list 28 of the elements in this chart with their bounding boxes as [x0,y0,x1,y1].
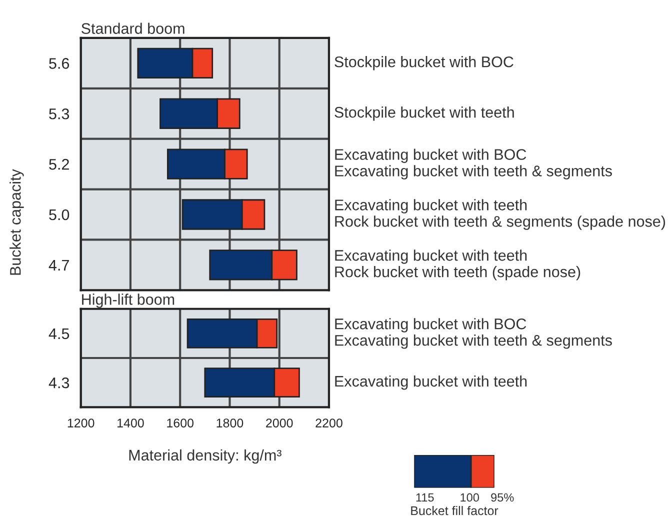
text: Excavating bucket with teeth Rock bucket with teeth (spade nose) [335,250,580,280]
text: 115 [416,493,434,502]
y-axis-title: Bucket capacity [10,169,24,275]
chart-title: Standard boom [82,22,184,34]
x-tick-label: 1200 [68,418,94,428]
y-tick-label: 5.3 [49,108,70,120]
x-tick-label: 2000 [266,418,293,428]
y-tick-label: 4.3 [48,377,70,388]
legend-title: Bucket fill factor [411,506,498,516]
x-tick-label: 2200 [316,418,342,428]
x-tick-label: 1400 [118,418,144,428]
text: Excavating bucket with BOC Excavating bucket with teeth & segments [335,318,612,349]
y-tick-label: 4.7 [48,260,69,270]
text: Excavating bucket with teeth Rock bucket with teeth & segments (spade nose) [335,199,666,230]
x-tick-label: 1600 [167,418,194,428]
text: 100 [460,493,479,502]
text: Excavating bucket with BOC Excavating bucket with teeth & segments [335,148,612,180]
y-tick-label: 5.6 [49,58,70,69]
y-tick-label: 4.5 [48,328,70,340]
chart-title: High-lift boom [82,294,174,308]
x-tick-label: 1800 [216,418,244,428]
text: 95% [491,493,514,502]
y-tick-label: 5.0 [49,209,70,220]
text: Stockpile bucket with BOC [334,56,514,70]
text: Excavating bucket with teeth [335,375,527,390]
x-axis-title: Material density: kg/m³ [129,449,282,464]
y-tick-label: 5.2 [49,158,69,170]
text: Stockpile bucket with teeth [334,106,514,121]
